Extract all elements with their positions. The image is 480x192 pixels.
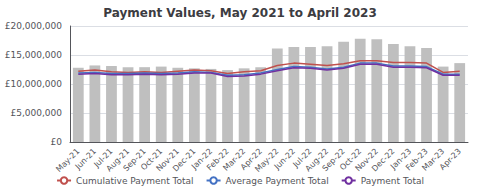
svg-text:Mar-22: Mar-22	[221, 146, 248, 173]
svg-text:Dec-21: Dec-21	[171, 146, 198, 174]
svg-text:Jul-22: Jul-22	[291, 146, 314, 170]
svg-text:Jul-21: Jul-21	[92, 146, 115, 170]
svg-text:Nov-21: Nov-21	[154, 146, 181, 174]
svg-text:Jun-21: Jun-21	[73, 147, 98, 172]
svg-text:Jan-23: Jan-23	[388, 146, 414, 172]
svg-text:Sep-21: Sep-21	[121, 146, 148, 173]
svg-text:Mar-23: Mar-23	[420, 146, 447, 173]
svg-text:Feb-23: Feb-23	[404, 146, 430, 173]
svg-text:Apr-23: Apr-23	[438, 147, 463, 172]
svg-text:Payment Values, May 2021 to Ap: Payment Values, May 2021 to April 2023	[103, 6, 377, 20]
svg-text:May-22: May-22	[253, 146, 281, 174]
svg-text:£15,000,000: £15,000,000	[5, 50, 63, 60]
svg-text:Sep-22: Sep-22	[320, 146, 347, 173]
svg-text:Oct-21: Oct-21	[139, 146, 165, 173]
svg-text:Apr-22: Apr-22	[238, 146, 264, 172]
svg-text:£0: £0	[51, 137, 63, 147]
svg-text:£10,000,000: £10,000,000	[5, 79, 63, 89]
svg-text:Feb-22: Feb-22	[205, 146, 231, 173]
svg-text:Oct-22: Oct-22	[338, 146, 364, 173]
svg-text:Aug-22: Aug-22	[303, 146, 331, 174]
svg-text:May-21: May-21	[54, 146, 82, 174]
svg-text:Jan-22: Jan-22	[189, 146, 215, 172]
svg-text:Jun-22: Jun-22	[272, 147, 297, 172]
svg-text:Average Payment Total: Average Payment Total	[226, 176, 329, 186]
svg-text:£20,000,000: £20,000,000	[5, 21, 63, 31]
svg-text:Cumulative Payment Total: Cumulative Payment Total	[76, 176, 194, 186]
svg-text:Payment Total: Payment Total	[361, 176, 424, 186]
svg-text:Dec-22: Dec-22	[370, 146, 397, 174]
svg-text:Aug-21: Aug-21	[104, 146, 132, 174]
svg-text:£5,000,000: £5,000,000	[10, 108, 62, 118]
svg-text:Nov-22: Nov-22	[353, 146, 380, 174]
